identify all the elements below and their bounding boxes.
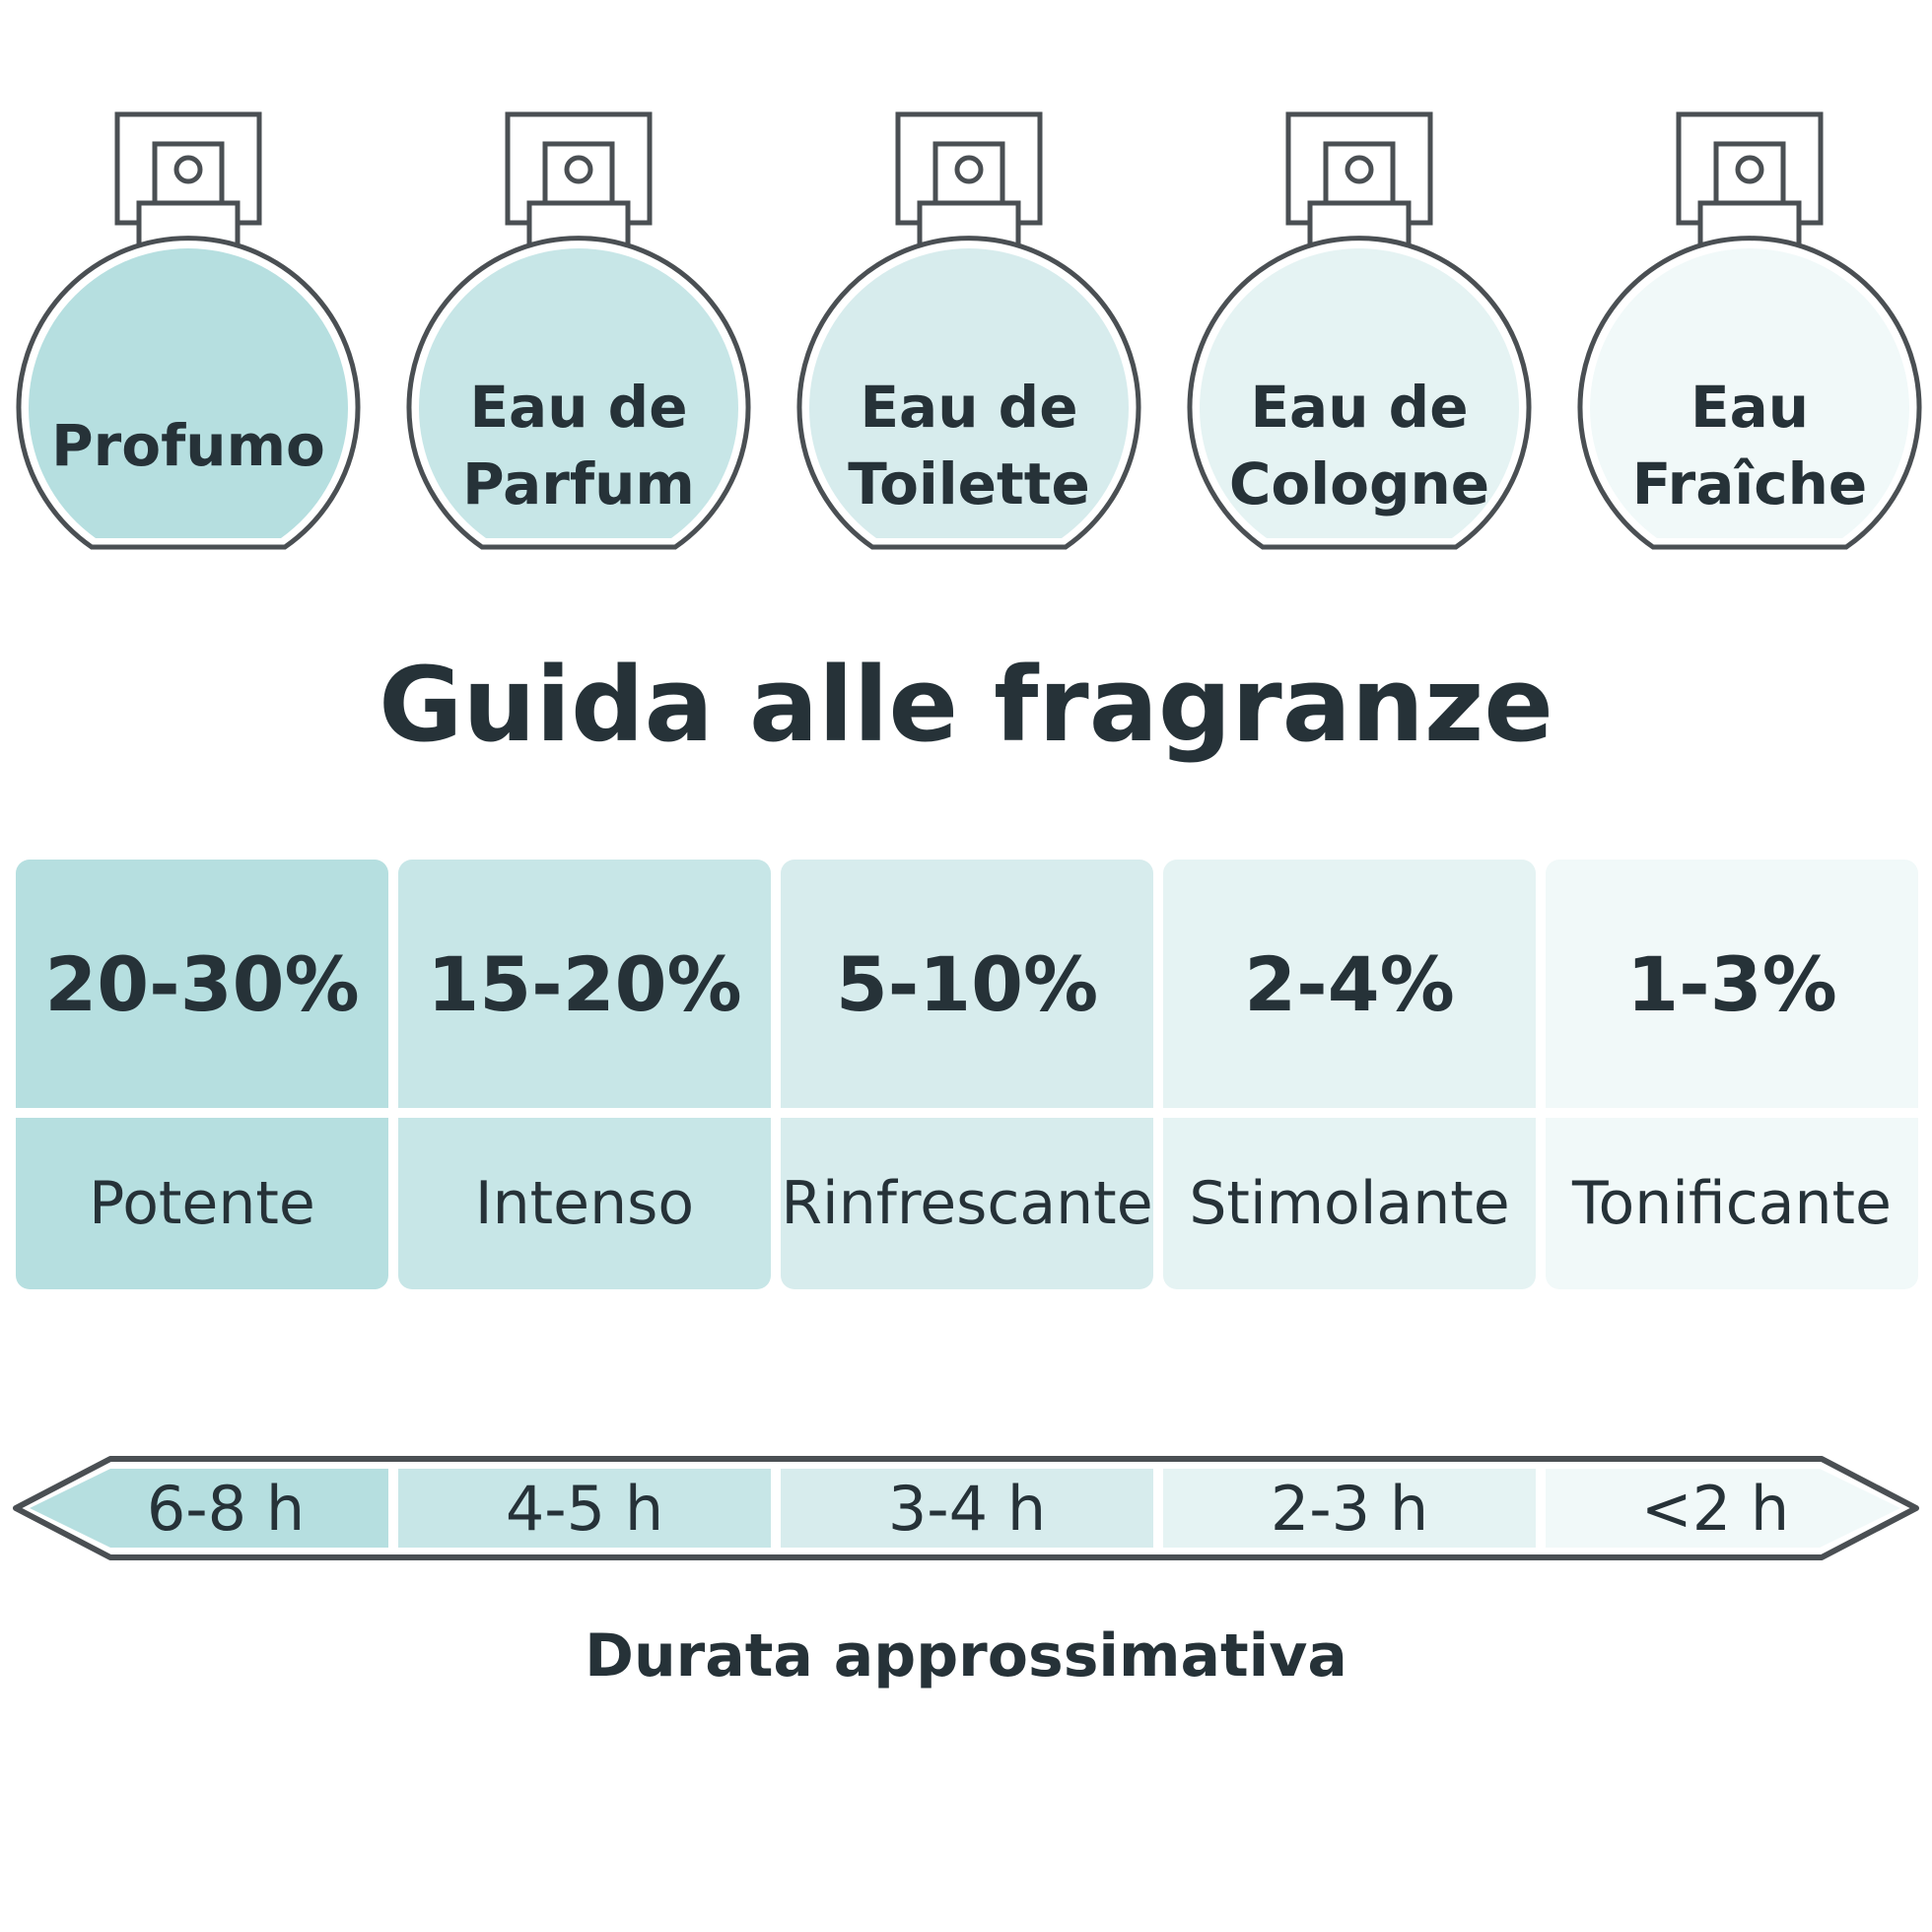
- intensity-description: Potente: [89, 1169, 315, 1238]
- duration-value: 2-3 h: [1270, 1472, 1429, 1545]
- duration-caption: Durata approssimativa: [585, 1622, 1347, 1690]
- bottle-label: Eau Fraîche: [1631, 374, 1868, 518]
- bottle-profumo: Profumo: [15, 110, 362, 554]
- concentration-value: 20-30%: [44, 939, 360, 1028]
- intensity-description: Rinfrescante: [781, 1169, 1153, 1238]
- bottle-label: Eau de Parfum: [462, 374, 695, 518]
- table-column: 2-4% Stimolante: [1163, 860, 1536, 1289]
- table-column: 20-30% Potente: [16, 860, 388, 1289]
- concentration-value: 1-3%: [1626, 939, 1837, 1028]
- double-arrow-icon: [13, 1456, 1919, 1560]
- intensity-description: Tonificante: [1572, 1169, 1892, 1238]
- perfume-bottle-icon: [796, 111, 1141, 550]
- divider: [398, 1108, 771, 1118]
- table-column: 15-20% Intenso: [398, 860, 771, 1289]
- concentration-value: 15-20%: [427, 939, 742, 1028]
- bottle-eau-de-toilette: Eau de Toilette: [795, 110, 1142, 554]
- bottle-label: Eau de Cologne: [1228, 374, 1490, 518]
- duration-value: <2 h: [1640, 1472, 1790, 1545]
- perfume-bottle-icon: [16, 111, 361, 550]
- page-title: Guida alle fragranze: [379, 645, 1553, 765]
- divider: [1163, 1108, 1536, 1118]
- table-column: 1-3% Tonificante: [1546, 860, 1918, 1289]
- concentration-table: 20-30% Potente 15-20% Intenso 5-10% Rinf…: [16, 860, 1918, 1289]
- duration-value: 6-8 h: [146, 1472, 306, 1545]
- duration-value: 3-4 h: [887, 1472, 1047, 1545]
- divider: [1546, 1108, 1918, 1118]
- intensity-description: Stimolante: [1189, 1169, 1510, 1238]
- duration-value: 4-5 h: [505, 1472, 664, 1545]
- bottle-label: Eau de Toilette: [848, 374, 1090, 518]
- table-column: 5-10% Rinfrescante: [781, 860, 1153, 1289]
- perfume-bottle-icon: [1577, 111, 1922, 550]
- duration-arrow: 6-8 h 4-5 h 3-4 h 2-3 h <2 h: [0, 1449, 1932, 1567]
- concentration-value: 2-4%: [1244, 939, 1455, 1028]
- bottle-eau-fraiche: Eau Fraîche: [1576, 110, 1923, 554]
- concentration-value: 5-10%: [835, 939, 1099, 1028]
- divider: [781, 1108, 1153, 1118]
- bottle-eau-de-cologne: Eau de Cologne: [1186, 110, 1533, 554]
- bottle-label: Profumo: [51, 412, 325, 479]
- divider: [16, 1108, 388, 1118]
- bottle-row: Profumo Eau de Parfum Eau de Toilette: [0, 0, 1932, 572]
- perfume-bottle-icon: [1187, 111, 1532, 550]
- bottle-eau-de-parfum: Eau de Parfum: [405, 110, 752, 554]
- intensity-description: Intenso: [474, 1169, 695, 1238]
- perfume-bottle-icon: [406, 111, 751, 550]
